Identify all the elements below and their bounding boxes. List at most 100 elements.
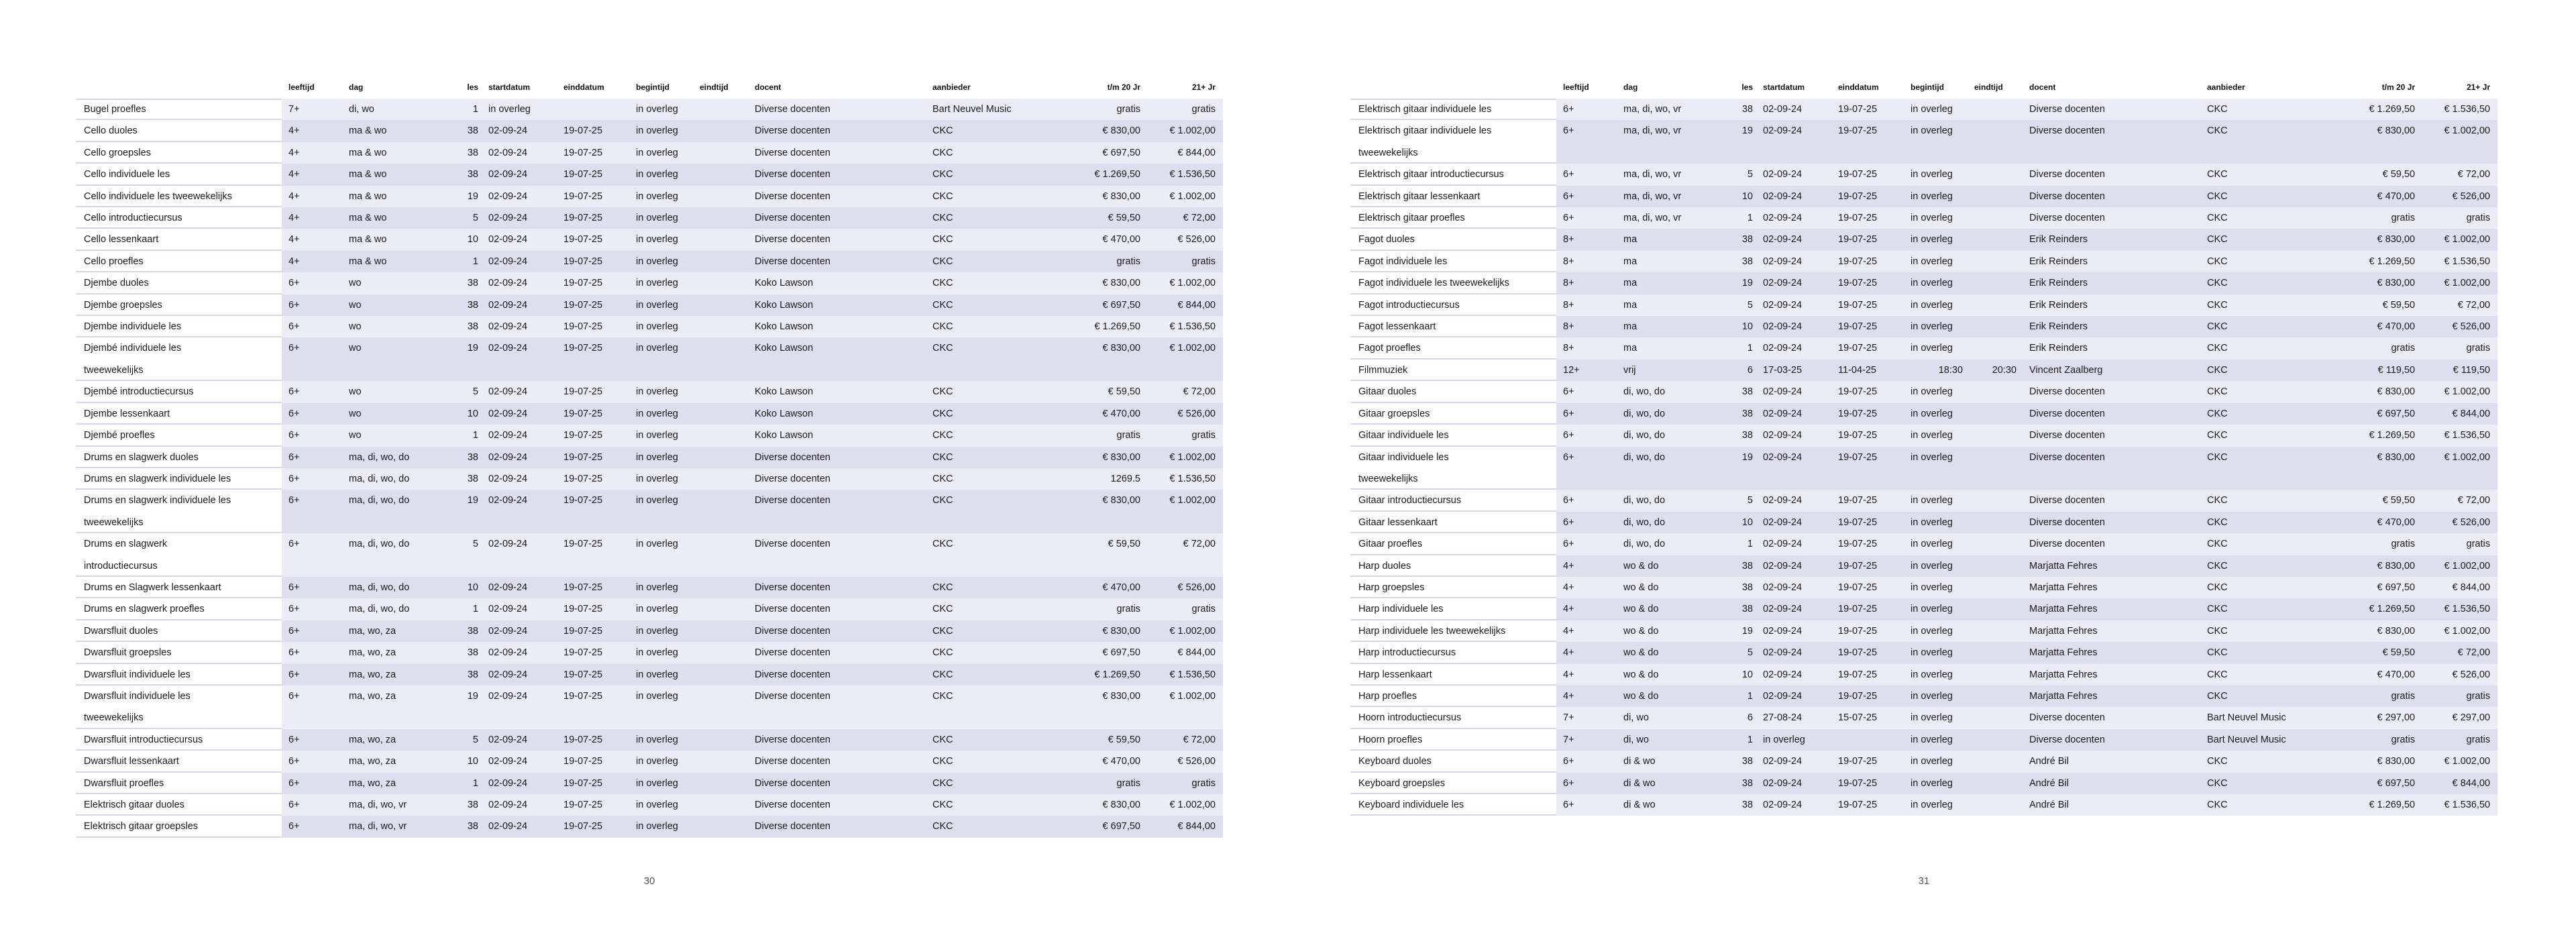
cell-startdatum: 02-09-24	[1754, 751, 1835, 773]
cell-eindtijd	[1972, 120, 2026, 164]
cell-aanbieder: CKC	[929, 120, 1073, 142]
cell-tm-20-jr: € 830,00	[1073, 120, 1140, 142]
cell-leeftijd: 6+	[1556, 425, 1617, 447]
cell-tm-20-jr: € 830,00	[2348, 272, 2415, 294]
cell-aanbieder: CKC	[929, 620, 1073, 643]
cell-startdatum: 02-09-24	[480, 337, 560, 382]
cell-aanbieder: CKC	[929, 425, 1073, 447]
cell-21-plus-jr: € 1.002,00	[1140, 490, 1223, 534]
cell-einddatum: 19-07-25	[560, 120, 634, 142]
cell-einddatum: 19-07-25	[1835, 185, 1909, 208]
cell-eindtijd	[698, 620, 751, 643]
cell-dag: ma, di, wo, do	[342, 446, 460, 468]
cell-eindtijd	[1972, 490, 2026, 512]
cell-21-plus-jr: € 1.536,50	[2415, 250, 2498, 273]
cell-begintijd: in overleg	[634, 381, 698, 403]
cell-dag: ma, di, wo, vr	[1617, 164, 1734, 186]
cell-tm-20-jr: € 830,00	[1073, 337, 1140, 382]
cell-docent: Diverse docenten	[2026, 511, 2204, 534]
cell-begintijd: in overleg	[1909, 294, 1972, 317]
cell-name: Drums en slagwerk introductiecursus	[76, 533, 282, 577]
cell-aanbieder: CKC	[2204, 794, 2348, 816]
cell-eindtijd	[698, 663, 751, 686]
cell-begintijd: in overleg	[1909, 316, 1972, 338]
cell-startdatum: 02-09-24	[1754, 598, 1835, 620]
table-row: Dwarsfluit groepsles 6+ ma, wo, za 38 02-09-…	[76, 642, 1223, 664]
cell-tm-20-jr: € 830,00	[1073, 685, 1140, 729]
table-row: Keyboard duoles 6+ di & wo 38 02-09-24 19-07-…	[1350, 751, 2498, 773]
cell-startdatum: 02-09-24	[480, 120, 560, 142]
cell-les: 10	[460, 751, 480, 773]
cell-eindtijd	[1972, 99, 2026, 121]
cell-les: 38	[1734, 381, 1754, 403]
cell-eindtijd	[1972, 620, 2026, 643]
cell-tm-20-jr: € 470,00	[2348, 316, 2415, 338]
cell-dag: di, wo, do	[1617, 490, 1734, 512]
cell-eindtijd	[698, 381, 751, 403]
cell-aanbieder: CKC	[929, 250, 1073, 273]
cell-tm-20-jr: € 830,00	[1073, 794, 1140, 816]
cell-les: 19	[460, 490, 480, 534]
cell-name: Keyboard duoles	[1350, 751, 1556, 773]
cell-docent: Diverse docenten	[751, 620, 929, 643]
cell-21-plus-jr: € 844,00	[2415, 772, 2498, 794]
table-row: Drums en slagwerk introductiecursus 6+ ma,…	[76, 533, 1223, 577]
cell-name: Drums en slagwerk individuele les tweewe…	[76, 490, 282, 534]
cell-21-plus-jr: € 526,00	[2415, 663, 2498, 686]
cell-einddatum: 19-07-25	[560, 598, 634, 620]
cell-aanbieder: CKC	[929, 164, 1073, 186]
cell-name: Dwarsfluit proefles	[76, 772, 282, 795]
table-row: Elektrisch gitaar introductiecursus 6+ ma,…	[1350, 164, 2498, 186]
column-header-leeftijd: leeftijd	[1556, 76, 1617, 99]
cell-eindtijd: 20:30	[1972, 359, 2026, 382]
cell-startdatum: 02-09-24	[1754, 207, 1835, 229]
cell-21-plus-jr: € 1.002,00	[2415, 381, 2498, 403]
cell-name: Drums en slagwerk proefles	[76, 598, 282, 621]
cell-dag: di & wo	[1617, 772, 1734, 794]
cell-einddatum: 19-07-25	[1835, 381, 1909, 403]
cell-21-plus-jr: € 1.002,00	[1140, 120, 1223, 142]
cell-tm-20-jr: 1269.5	[1073, 468, 1140, 490]
cell-startdatum: 02-09-24	[480, 728, 560, 751]
cell-eindtijd	[1972, 272, 2026, 294]
table-row: Keyboard groepsles 6+ di & wo 38 02-09-24 19-…	[1350, 772, 2498, 795]
cell-eindtijd	[698, 576, 751, 599]
cell-aanbieder: CKC	[2204, 642, 2348, 664]
table-row: Cello duoles 4+ ma & wo 38 02-09-24 19-07-25 i…	[76, 120, 1223, 143]
cell-eindtijd	[1972, 207, 2026, 229]
cell-tm-20-jr: € 830,00	[2348, 555, 2415, 577]
cell-les: 38	[460, 642, 480, 664]
cell-einddatum: 19-07-25	[1835, 120, 1909, 164]
cell-aanbieder: CKC	[929, 816, 1073, 838]
table-row: Dwarsfluit introductiecursus 6+ ma, wo, za…	[76, 728, 1223, 751]
cell-name: Elektrisch gitaar individuele les tweewe…	[1350, 120, 1556, 164]
cell-tm-20-jr: € 119,50	[2348, 359, 2415, 382]
cell-begintijd: in overleg	[1909, 772, 1972, 794]
course-table: leeftijd dag les startdatum einddatum beginti…	[1350, 76, 2498, 816]
table-header-row: leeftijd dag les startdatum einddatum beginti…	[76, 76, 1223, 99]
table-row: Cello lessenkaart 4+ ma & wo 10 02-09-24 19-0…	[76, 229, 1223, 252]
cell-les: 19	[1734, 272, 1754, 294]
cell-name: Elektrisch gitaar lessenkaart	[1350, 185, 1556, 208]
cell-dag: wo	[342, 272, 460, 294]
table-row: Djembe individuele les 6+ wo 38 02-09-24 19-0…	[76, 316, 1223, 338]
cell-startdatum: 27-08-24	[1754, 707, 1835, 729]
cell-name: Djembé proefles	[76, 425, 282, 447]
cell-aanbieder: CKC	[929, 316, 1073, 338]
cell-einddatum: 19-07-25	[1835, 555, 1909, 577]
cell-begintijd: in overleg	[634, 446, 698, 468]
cell-les: 38	[460, 816, 480, 838]
cell-21-plus-jr: gratis	[1140, 598, 1223, 620]
cell-einddatum: 19-07-25	[560, 816, 634, 838]
cell-eindtijd	[698, 120, 751, 142]
cell-docent: Diverse docenten	[751, 490, 929, 534]
table-row: Drums en slagwerk duoles 6+ ma, di, wo, do…	[76, 446, 1223, 469]
column-header-begintijd: begintijd	[1909, 76, 1972, 99]
cell-dag: ma & wo	[342, 207, 460, 229]
cell-name: Filmmuziek	[1350, 359, 1556, 382]
cell-les: 38	[1734, 772, 1754, 794]
cell-eindtijd	[698, 533, 751, 577]
cell-startdatum: 02-09-24	[1754, 533, 1835, 555]
table-row: Drums en Slagwerk lessenkaart 6+ ma, di, w…	[76, 576, 1223, 599]
cell-21-plus-jr: gratis	[2415, 207, 2498, 229]
